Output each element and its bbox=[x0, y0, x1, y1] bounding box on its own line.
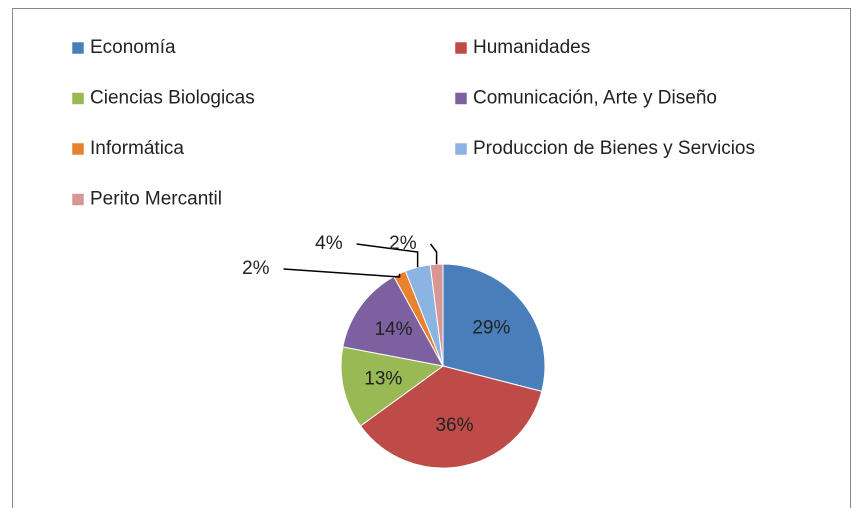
leader-line bbox=[356, 243, 419, 268]
data-label: 2% bbox=[389, 233, 417, 254]
leader-line bbox=[429, 243, 438, 265]
legend-label: Informática bbox=[90, 138, 184, 159]
legend-swatch bbox=[71, 142, 85, 156]
legend-swatch bbox=[71, 41, 85, 55]
pie-slice bbox=[442, 263, 546, 392]
legend-label: Perito Mercantil bbox=[90, 189, 222, 210]
data-label: 4% bbox=[315, 233, 343, 254]
legend-label: Ciencias Biologicas bbox=[90, 88, 255, 109]
data-label: 29% bbox=[472, 318, 510, 339]
pie-slice bbox=[359, 365, 543, 469]
data-label: 13% bbox=[364, 368, 402, 389]
data-label: 2% bbox=[242, 258, 270, 279]
legend-swatch bbox=[454, 142, 468, 156]
legend-swatch bbox=[454, 92, 468, 105]
legend-swatch bbox=[71, 92, 85, 105]
legend-label: Humanidades bbox=[473, 37, 590, 58]
data-label: 36% bbox=[435, 415, 473, 436]
legend-label: Economía bbox=[90, 37, 176, 58]
legend-swatch bbox=[454, 41, 468, 55]
legend-swatch bbox=[71, 193, 85, 206]
data-label: 14% bbox=[374, 319, 412, 340]
legend-label: Comunicación, Arte y Diseño bbox=[473, 88, 717, 109]
leader-line bbox=[283, 268, 401, 278]
legend-label: Produccion de Bienes y Servicios bbox=[473, 138, 755, 159]
pie-slice bbox=[340, 346, 445, 427]
pie-slice bbox=[342, 275, 444, 367]
